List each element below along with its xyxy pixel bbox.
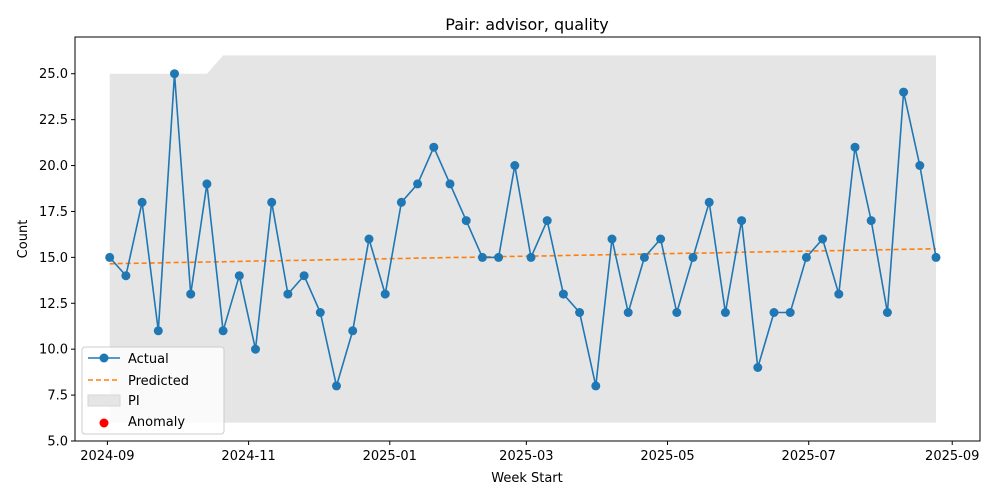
actual-point xyxy=(688,252,698,262)
y-tick-label: 5.0 xyxy=(47,435,68,450)
plot-area xyxy=(105,55,941,423)
actual-point xyxy=(413,179,423,189)
actual-point xyxy=(737,216,747,226)
actual-point xyxy=(364,234,374,244)
predicted-line xyxy=(109,247,937,265)
legend-actual-label: Actual xyxy=(128,352,169,367)
actual-point xyxy=(753,363,763,372)
actual-point xyxy=(186,289,196,299)
actual-point xyxy=(429,142,439,152)
actual-point xyxy=(234,271,244,281)
actual-point xyxy=(251,344,260,354)
actual-point xyxy=(785,308,795,317)
y-tick-label: 10.0 xyxy=(39,343,68,358)
actual-point xyxy=(607,234,617,244)
legend-pi-swatch xyxy=(87,394,121,407)
plot-frame xyxy=(74,36,981,442)
actual-point xyxy=(639,252,649,262)
legend-anomaly-marker xyxy=(99,418,109,428)
actual-point xyxy=(866,216,876,226)
y-axis: 5.0 7.5 10.0 12.5 15.0 17.5 20.0 22.5 25.0 xyxy=(39,67,75,450)
legend-box xyxy=(81,346,225,435)
actual-point xyxy=(380,289,390,299)
actual-point xyxy=(882,308,892,317)
actual-point xyxy=(915,161,925,170)
y-tick-label: 7.5 xyxy=(47,389,68,404)
actual-point xyxy=(170,69,179,79)
legend-actual-marker xyxy=(99,353,109,363)
actual-point xyxy=(623,308,633,317)
actual-point xyxy=(542,216,552,226)
actual-point xyxy=(704,197,714,207)
y-tick-label: 12.5 xyxy=(39,297,68,312)
x-axis: 2024-09 2024-11 2025-01 2025-03 2025-05 2025-… xyxy=(80,441,979,464)
y-tick-label: 15.0 xyxy=(39,251,68,266)
actual-point xyxy=(672,308,682,317)
actual-point xyxy=(105,252,115,262)
x-tick-label: 2025-03 xyxy=(499,449,553,464)
legend-predicted-label: Predicted xyxy=(128,374,189,389)
actual-point xyxy=(137,197,147,207)
x-tick-label: 2025-01 xyxy=(363,449,417,464)
legend-anomaly-label: Anomaly xyxy=(128,415,185,430)
actual-point xyxy=(720,308,730,317)
actual-point xyxy=(477,252,487,262)
x-tick-label: 2024-09 xyxy=(80,449,134,464)
x-tick-label: 2025-05 xyxy=(640,449,694,464)
actual-point xyxy=(526,252,536,262)
actual-point xyxy=(202,179,212,189)
actual-point xyxy=(267,197,277,207)
actual-point xyxy=(315,308,325,317)
actual-point xyxy=(834,289,844,299)
actual-point xyxy=(575,308,585,317)
y-tick-label: 20.0 xyxy=(39,159,68,174)
x-tick-label: 2024-11 xyxy=(221,449,275,464)
actual-point xyxy=(801,252,811,262)
actual-point xyxy=(769,308,779,317)
x-tick-label: 2025-09 xyxy=(925,449,979,464)
actual-point xyxy=(153,326,163,336)
actual-point xyxy=(591,381,601,391)
actual-point xyxy=(494,252,504,262)
y-tick-label: 17.5 xyxy=(39,205,68,220)
actual-point xyxy=(899,87,909,97)
y-tick-label: 25.0 xyxy=(39,67,68,82)
actual-point xyxy=(396,197,406,207)
actual-point xyxy=(348,326,358,336)
actual-point xyxy=(445,179,455,189)
actual-point xyxy=(121,271,131,281)
legend: Actual Predicted PI Anomaly xyxy=(81,346,225,435)
actual-point xyxy=(218,326,228,336)
y-axis-title: Count xyxy=(16,220,31,259)
legend-pi-label: PI xyxy=(128,394,140,409)
actual-point xyxy=(850,142,860,152)
actual-point xyxy=(818,234,828,244)
y-tick-label: 22.5 xyxy=(39,113,68,128)
actual-point xyxy=(332,381,341,391)
actual-point xyxy=(283,289,293,299)
actual-point xyxy=(299,271,309,281)
x-tick-label: 2025-07 xyxy=(782,449,836,464)
x-axis-title: Week Start xyxy=(491,471,563,486)
actual-point xyxy=(461,216,471,226)
chart-title: Pair: advisor, quality xyxy=(445,15,608,34)
actual-point xyxy=(558,289,568,299)
actual-line xyxy=(109,73,937,387)
actual-point xyxy=(656,234,666,244)
actual-point xyxy=(510,161,520,170)
actual-point xyxy=(931,252,941,262)
pi-band xyxy=(109,55,936,423)
